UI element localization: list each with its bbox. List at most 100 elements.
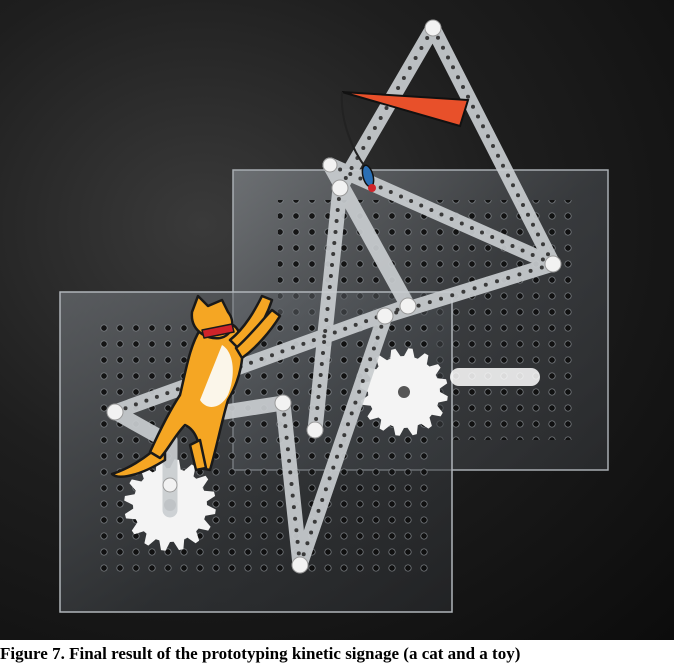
bar-hole	[323, 329, 328, 333]
bar-hole	[480, 230, 484, 235]
bar-hole	[528, 268, 533, 273]
bar-hole	[495, 279, 499, 284]
bar-hole	[282, 412, 287, 417]
bar-hole	[323, 487, 328, 492]
bar-hole	[364, 368, 369, 373]
bar-hole	[316, 508, 321, 513]
bar-hole	[476, 114, 480, 119]
bar-hole	[332, 241, 337, 245]
bar-hole	[283, 424, 288, 429]
bar-hole	[336, 197, 341, 201]
bar-hole	[520, 248, 525, 253]
bar-hole	[388, 190, 393, 194]
bar-hole	[358, 176, 363, 181]
bar-hole	[249, 360, 253, 365]
bar-hole	[324, 318, 329, 322]
bar-hole	[334, 219, 339, 223]
bar-hole	[481, 124, 485, 129]
bar-hole	[259, 357, 264, 361]
bar-hole	[501, 163, 505, 168]
bar-hole	[531, 222, 535, 227]
bar-hole	[326, 296, 331, 300]
bar-hole	[449, 217, 454, 221]
bar-hole	[346, 422, 350, 427]
bar-hole	[490, 235, 495, 239]
bar-hole	[483, 282, 488, 287]
bar-hole	[312, 519, 317, 524]
bar-hole	[510, 244, 515, 248]
bar-hole	[293, 516, 298, 521]
bar-hole	[144, 398, 149, 403]
bar-hole	[331, 465, 336, 470]
bar-hole	[314, 417, 319, 421]
bar-hole	[407, 66, 412, 70]
bar-hole	[349, 166, 354, 170]
bar-hole	[540, 257, 545, 262]
bar-hole	[331, 252, 336, 256]
bar-hole	[409, 199, 414, 203]
bar-hole	[311, 338, 316, 343]
slot-highlight	[450, 368, 540, 386]
bar-hole	[441, 45, 445, 50]
bar-hole	[285, 447, 290, 452]
bar-hole	[446, 55, 450, 60]
right-gear-hub	[398, 386, 410, 398]
figure-photo	[0, 0, 674, 640]
bar-hole	[353, 400, 358, 405]
bar-hole	[295, 539, 300, 544]
bar-hole	[521, 203, 525, 207]
bar-hole	[290, 345, 295, 350]
bar-hole	[348, 172, 353, 176]
bar-hole	[471, 104, 475, 109]
bar-hole	[516, 193, 520, 198]
bar-hole	[320, 498, 325, 502]
bar-hole	[461, 85, 465, 89]
bar-hole	[469, 226, 474, 230]
bar-hole	[506, 275, 511, 280]
bar-hole	[343, 326, 348, 331]
bar-hole	[294, 528, 299, 533]
right-gear	[360, 348, 448, 436]
bar-hole	[439, 296, 443, 301]
bar-hole	[511, 183, 515, 188]
toy	[340, 91, 470, 192]
bar-hole	[461, 289, 466, 294]
bar-hole	[343, 176, 348, 180]
bar-hole	[425, 36, 430, 40]
bar-hole	[361, 146, 366, 150]
bar-hole	[322, 334, 327, 339]
bar-hole	[401, 76, 406, 80]
bar-hole	[472, 286, 477, 291]
bar-hole	[379, 324, 384, 329]
bar-hole	[378, 185, 383, 190]
bar-hole	[333, 230, 338, 234]
bar-hole	[378, 116, 383, 120]
bar-hole	[327, 476, 332, 481]
figure-caption: Figure 7. Final result of the prototypin…	[0, 644, 521, 663]
bar-hole	[332, 330, 337, 335]
bar-hole	[466, 94, 470, 99]
bar-hole	[301, 552, 306, 557]
bar-hole	[530, 253, 535, 257]
bar-hole	[427, 300, 432, 305]
bar-hole	[296, 551, 301, 556]
bar-hole	[416, 303, 421, 308]
bar-hole	[322, 340, 327, 344]
bar-hole	[330, 263, 334, 267]
bar-hole	[372, 126, 377, 130]
bar-hole	[364, 319, 369, 324]
bar-hole	[175, 387, 180, 392]
bar-hole	[133, 402, 138, 407]
bar-hole	[338, 167, 343, 172]
bar-hole	[546, 252, 550, 257]
bar-hole	[123, 406, 128, 411]
bar-hole	[536, 232, 540, 237]
bar-hole	[291, 505, 296, 510]
bar-hole	[506, 173, 510, 178]
bar-hole	[349, 411, 354, 416]
bar-hole	[496, 153, 500, 158]
bar-hole	[367, 136, 372, 140]
bar-hole	[288, 470, 293, 475]
bar-hole	[289, 482, 294, 486]
bar-hole	[270, 353, 274, 358]
